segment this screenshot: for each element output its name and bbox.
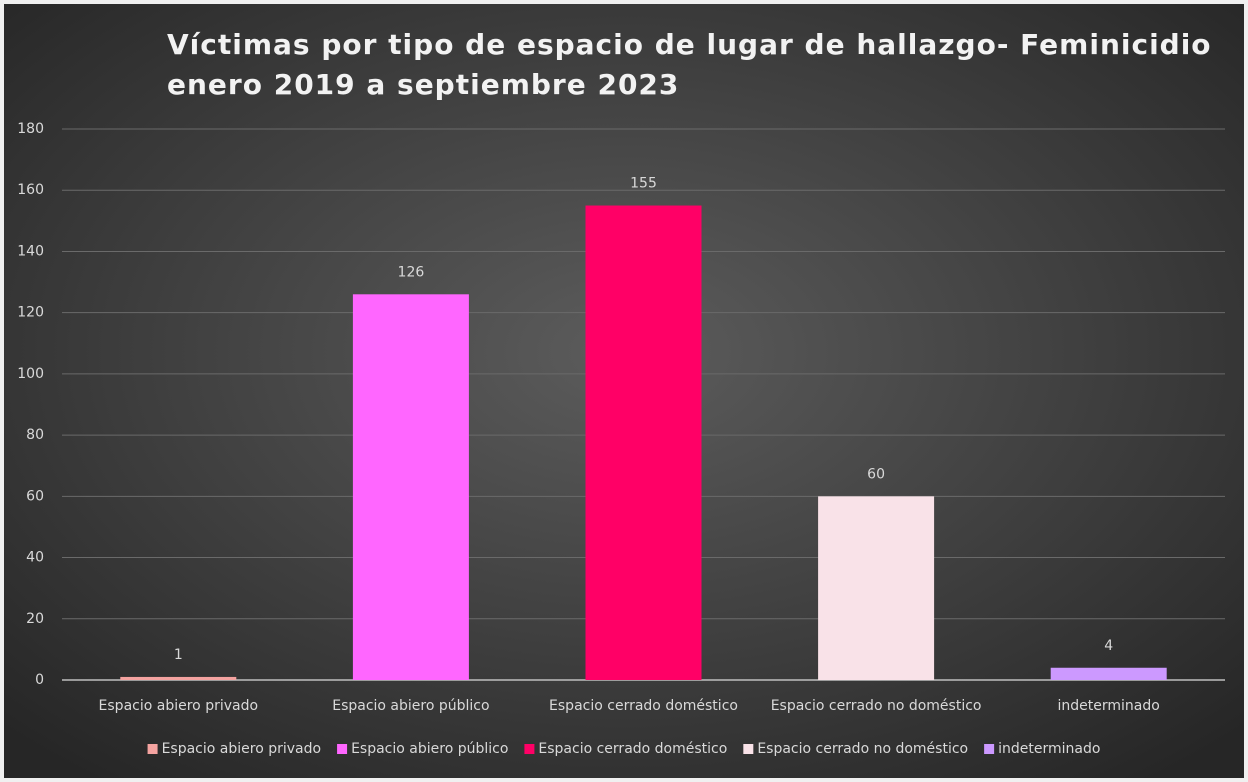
y-tick-label: 0 <box>35 672 44 688</box>
legend-swatch <box>147 744 158 754</box>
bar <box>585 205 702 680</box>
legend-label: Espacio cerrado no doméstico <box>757 741 968 757</box>
bar <box>352 294 469 680</box>
data-label: 126 <box>398 264 425 280</box>
data-label: 1 <box>174 647 183 663</box>
y-tick-label: 20 <box>26 611 44 627</box>
bar <box>120 676 237 680</box>
y-tick-label: 120 <box>17 305 44 321</box>
data-label: 60 <box>867 466 885 482</box>
legend-swatch <box>337 744 348 754</box>
legend-label: Espacio abiero público <box>351 741 508 757</box>
legend-swatch <box>524 744 535 754</box>
x-tick-label: Espacio abiero privado <box>99 698 259 714</box>
legend-label: Espacio cerrado doméstico <box>538 741 727 757</box>
bar <box>818 496 935 680</box>
y-tick-label: 40 <box>26 550 44 566</box>
bar <box>1050 667 1167 680</box>
y-tick-label: 140 <box>17 243 44 259</box>
legend-label: indeterminado <box>998 741 1100 757</box>
x-tick-label: Espacio abiero público <box>332 698 489 714</box>
data-label: 155 <box>630 176 657 192</box>
chart-title: enero 2019 a septiembre 2023 <box>167 68 679 101</box>
x-tick-label: Espacio cerrado no doméstico <box>771 698 982 714</box>
y-tick-label: 60 <box>26 488 44 504</box>
legend-swatch <box>743 744 754 754</box>
y-tick-label: 100 <box>17 366 44 382</box>
y-tick-label: 160 <box>17 182 44 198</box>
data-label: 4 <box>1104 638 1113 654</box>
legend-label: Espacio abiero privado <box>162 741 322 757</box>
y-tick-label: 180 <box>17 121 44 137</box>
y-tick-label: 80 <box>26 427 44 443</box>
chart-title: Víctimas por tipo de espacio de lugar de… <box>167 28 1212 61</box>
x-tick-label: indeterminado <box>1058 698 1160 714</box>
x-tick-label: Espacio cerrado doméstico <box>549 698 738 714</box>
legend-swatch <box>984 744 995 754</box>
